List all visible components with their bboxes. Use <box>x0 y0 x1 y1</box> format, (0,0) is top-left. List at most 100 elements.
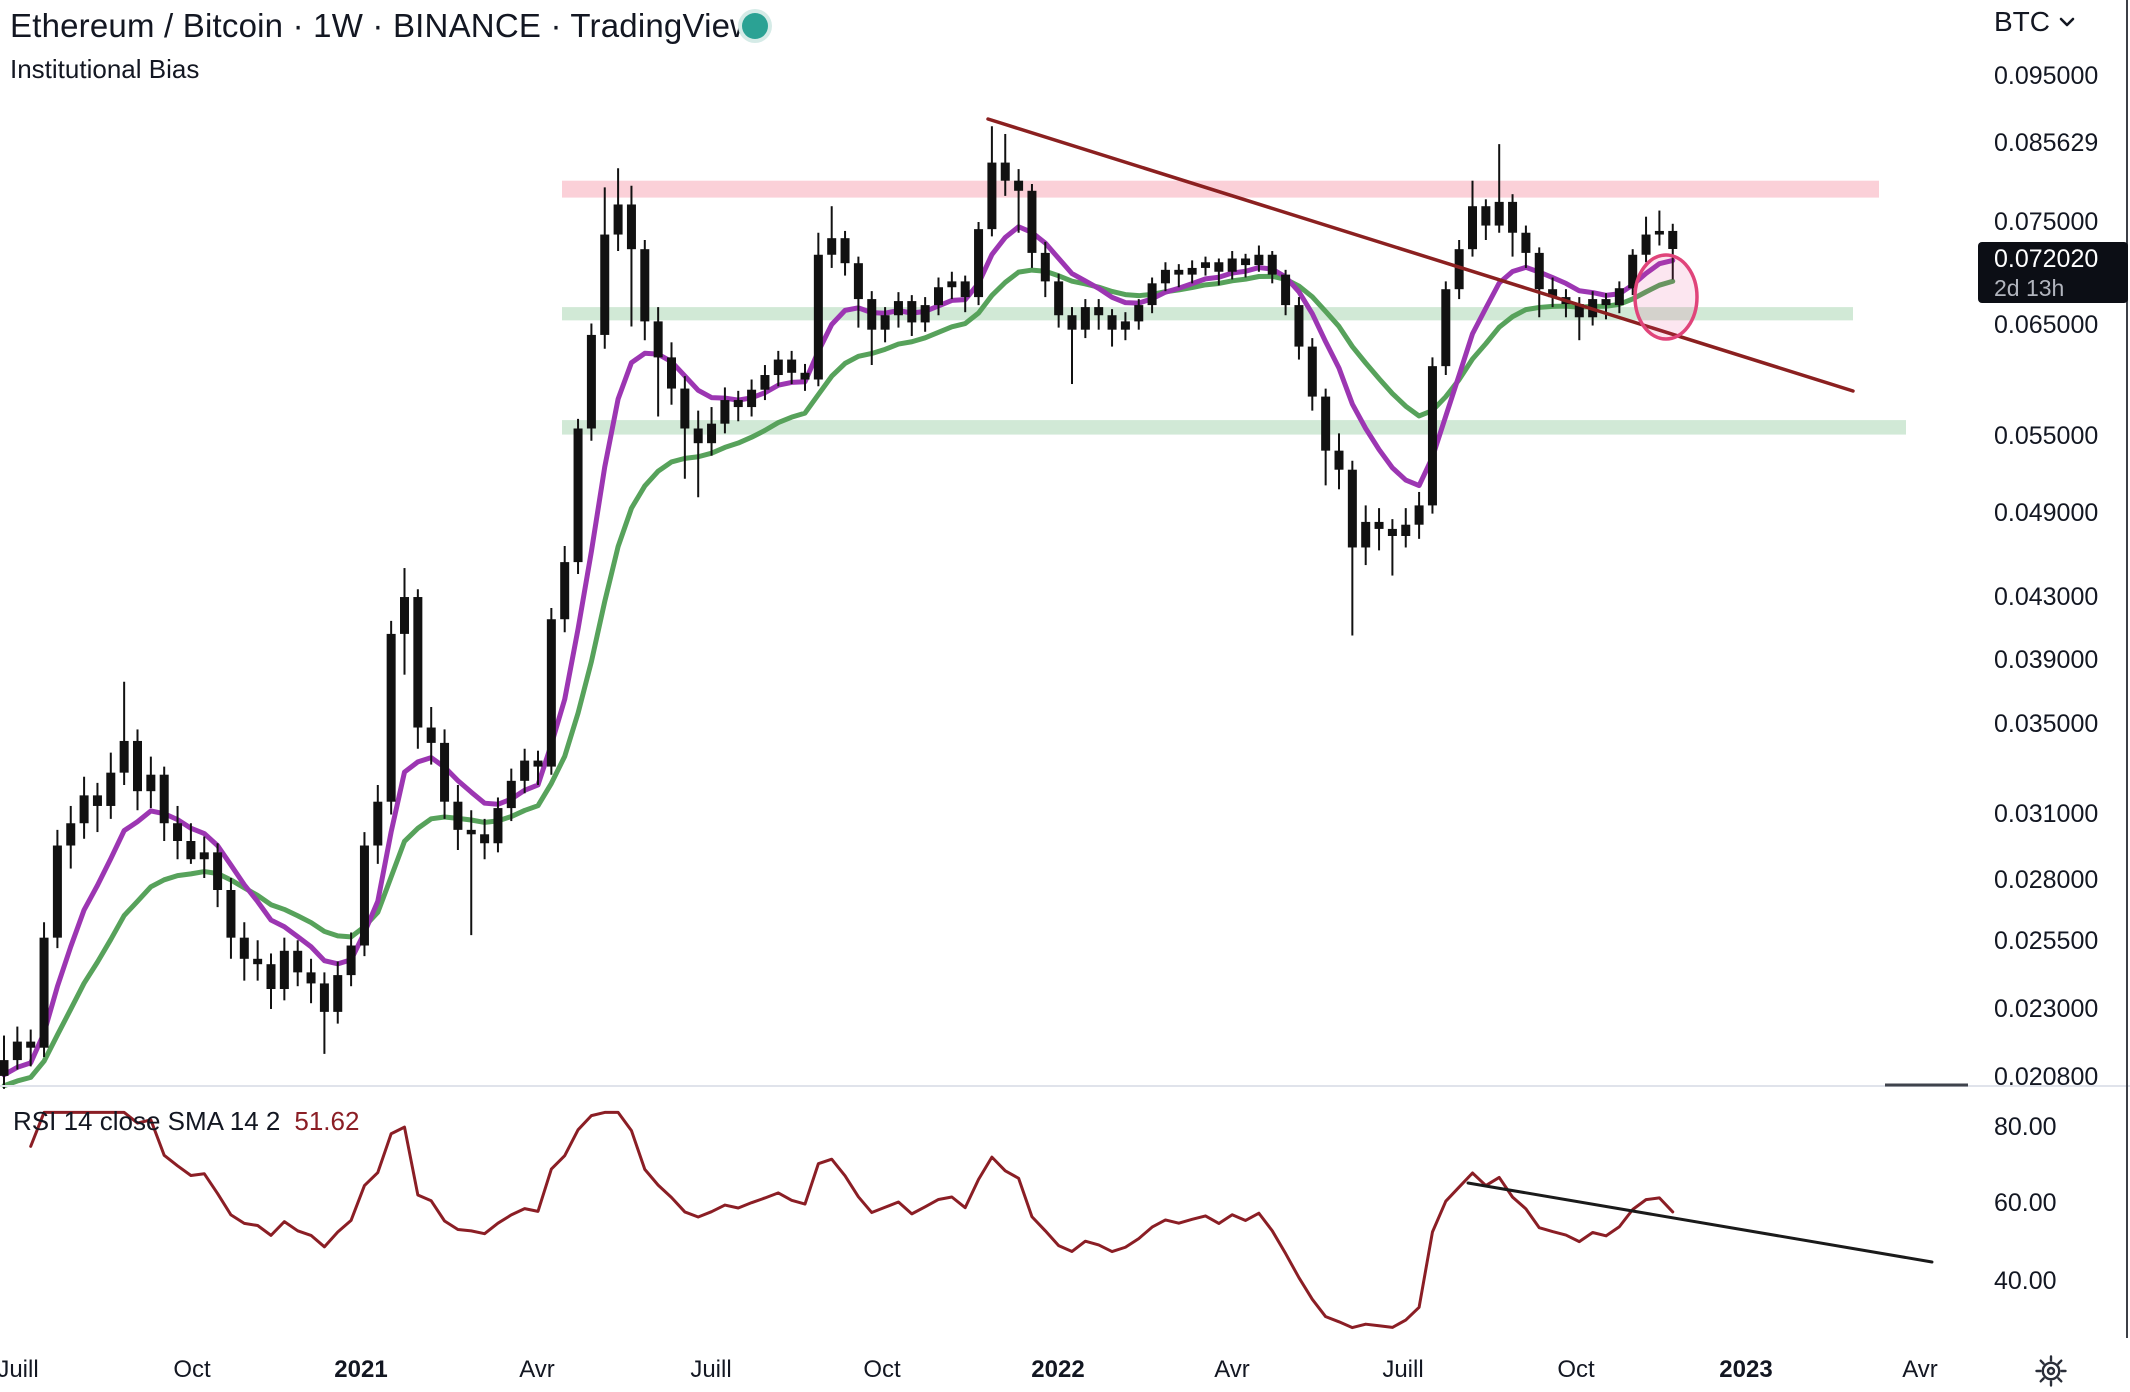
candle-body <box>226 889 236 938</box>
candle-body <box>960 281 970 298</box>
candle-body <box>1414 505 1424 525</box>
candle-body <box>1054 281 1064 316</box>
candle-body <box>1548 289 1558 298</box>
chart-header: Ethereum / Bitcoin · 1W · BINANCE · Trad… <box>10 4 754 85</box>
candle-body <box>1361 521 1371 548</box>
candle-body <box>880 315 890 330</box>
candle-body <box>319 983 329 1012</box>
candle-body <box>546 619 556 767</box>
candle-body <box>480 834 490 844</box>
time-tick-2022: 2022 <box>1031 1356 1085 1383</box>
candle-body <box>1641 234 1651 255</box>
candle-body <box>1574 304 1584 318</box>
price-trendline[interactable] <box>986 117 1855 393</box>
candle-body <box>1521 232 1531 253</box>
candle-body <box>79 795 89 824</box>
candle-body <box>1027 190 1037 253</box>
rsi-trendline[interactable] <box>1466 1181 1934 1264</box>
currency-label: BTC <box>1994 6 2050 37</box>
candle-body <box>1040 252 1050 282</box>
candle-body <box>573 428 583 563</box>
candle-body <box>987 162 997 230</box>
time-tick-2021: 2021 <box>334 1356 388 1383</box>
candle-body <box>867 299 877 330</box>
time-tick-oct: Oct <box>863 1356 901 1383</box>
candle-body <box>1094 307 1104 316</box>
time-tick-avr: Avr <box>1214 1356 1250 1383</box>
candle-body <box>1347 469 1357 548</box>
time-tick-2023: 2023 <box>1719 1356 1773 1383</box>
time-axis[interactable]: Juill Oct 2021 Avr Juill Oct 2022 Avr Juill Oct 20… <box>0 1356 2130 1390</box>
candle-body <box>600 234 610 335</box>
candle-body <box>720 400 730 424</box>
fast-ma-line <box>1 224 1676 1078</box>
resistance-zone <box>562 180 1879 198</box>
candle-body <box>1468 206 1477 250</box>
candle-body <box>146 774 156 792</box>
candle-body <box>440 742 450 802</box>
candle-body <box>453 801 463 830</box>
highlight-ellipse[interactable] <box>1633 253 1699 341</box>
candle-body <box>1254 254 1264 266</box>
currency-dropdown[interactable]: BTC <box>1994 6 2075 38</box>
candle-body <box>1241 258 1251 266</box>
gear-spokes <box>2035 1355 2067 1387</box>
candle-body <box>133 740 142 792</box>
time-tick-oct: Oct <box>173 1356 211 1383</box>
time-tick-juill: Juill <box>0 1356 39 1383</box>
candle-body <box>640 249 650 322</box>
candle-body <box>613 204 623 235</box>
candle-body <box>1281 274 1291 306</box>
candle-body <box>52 845 62 938</box>
candle-body <box>653 321 663 358</box>
candle-body <box>626 204 636 250</box>
candle-body <box>667 357 676 389</box>
candle-body <box>560 562 570 620</box>
candle-body <box>1374 521 1384 529</box>
candle-body <box>787 359 797 373</box>
candle-body <box>934 287 943 306</box>
time-tick-avr: Avr <box>1902 1356 1938 1383</box>
time-tick-juill: Juill <box>690 1356 732 1383</box>
indicator-title: Institutional Bias <box>10 54 200 84</box>
candle-body <box>1080 307 1090 330</box>
candle-body <box>1494 201 1504 226</box>
candle-body <box>1120 321 1130 330</box>
candle-body <box>747 389 757 408</box>
candle-body <box>586 334 596 429</box>
candle-body <box>466 829 476 835</box>
candle-body <box>173 823 183 842</box>
rsi-indicator-params: RSI 14 close SMA 14 2 <box>13 1106 281 1136</box>
candle-body <box>26 1041 36 1048</box>
chart-title: Ethereum / Bitcoin · 1W · BINANCE · Trad… <box>10 7 755 44</box>
candle-body <box>1628 254 1638 289</box>
candle-body <box>386 633 396 802</box>
candle-body <box>333 975 343 1012</box>
candle-body <box>1601 299 1611 306</box>
candle-body <box>1427 366 1437 506</box>
candle-body <box>1534 252 1544 290</box>
time-tick-avr: Avr <box>519 1356 555 1383</box>
candle-body <box>1174 269 1184 275</box>
rsi-line <box>29 1110 1675 1330</box>
candle-body <box>106 772 116 806</box>
time-tick-juill: Juill <box>1382 1356 1424 1383</box>
last-price-badge: 0.072020 2d 13h <box>1978 242 2128 303</box>
candle-body <box>1454 249 1464 290</box>
candle-body <box>1160 269 1170 284</box>
candle-body <box>373 801 383 846</box>
settings-gear-icon[interactable] <box>2028 1350 2074 1392</box>
rsi-indicator-value: 51.62 <box>294 1106 360 1136</box>
candle-body <box>1321 396 1331 451</box>
candle-body <box>893 301 903 316</box>
candles <box>0 126 1678 1089</box>
candle-body <box>680 388 690 429</box>
candle-body <box>306 972 316 984</box>
support-zone-lower <box>562 420 1906 435</box>
candle-body <box>1508 201 1518 233</box>
candle-body <box>840 238 850 264</box>
candle-body <box>293 950 303 973</box>
candle-body <box>159 774 169 824</box>
candle-body <box>1214 262 1224 272</box>
